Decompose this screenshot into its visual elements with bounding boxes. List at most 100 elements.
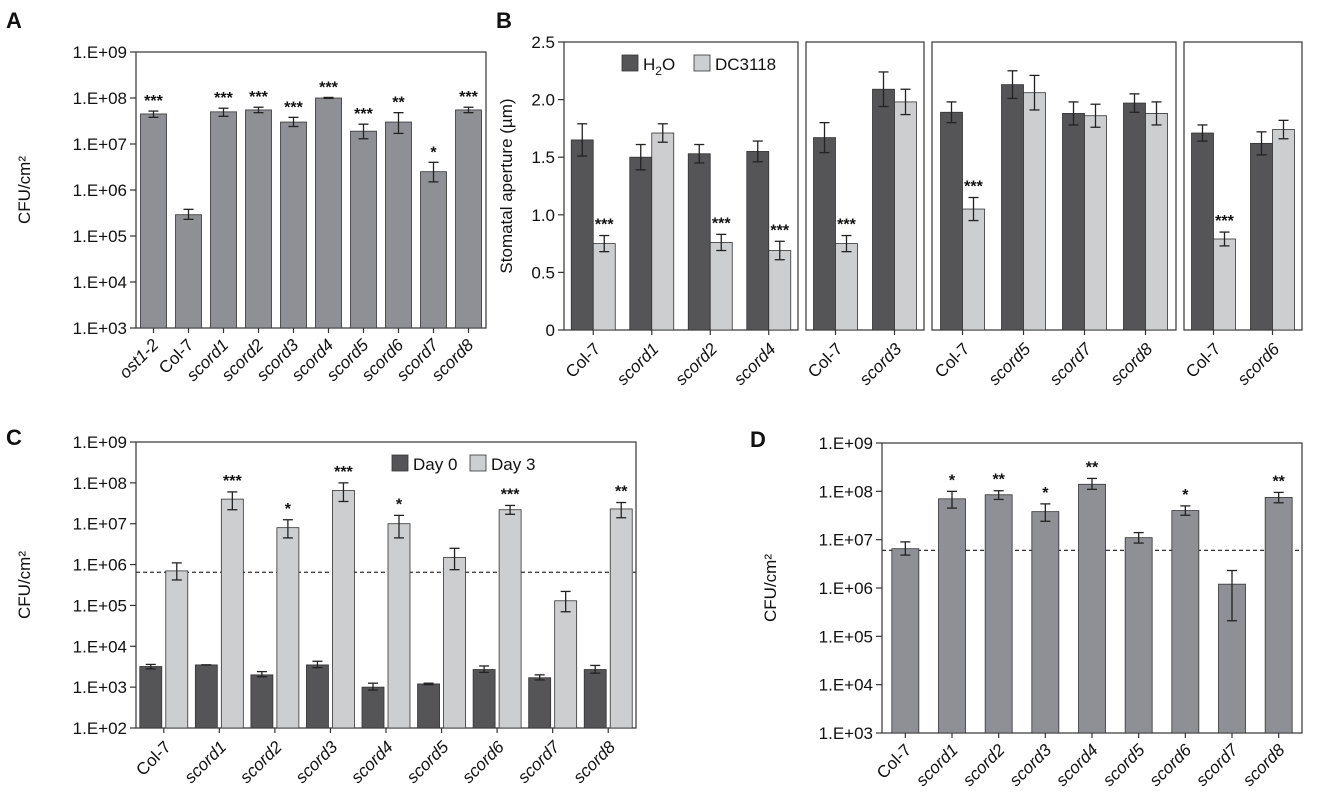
- bar-h2o: [1062, 113, 1085, 331]
- significance-mark: *: [396, 496, 403, 513]
- y-tick-label: 1.E+09: [819, 434, 873, 453]
- bar: [1264, 496, 1293, 734]
- y-axis-label: CFU/cm²: [15, 551, 34, 619]
- significance-mark: ***: [1215, 213, 1234, 230]
- category-label: scord8: [570, 737, 620, 787]
- significance-mark: ***: [334, 464, 353, 481]
- significance-mark: **: [392, 95, 405, 112]
- bar: [420, 171, 447, 329]
- bar-h2o: [813, 137, 836, 331]
- y-tick-label: 1.E+03: [73, 678, 127, 697]
- significance-mark: *: [949, 472, 956, 489]
- bar: [280, 121, 307, 329]
- legend-h: H: [643, 55, 655, 74]
- bar-h2o: [570, 139, 594, 331]
- bar-day0: [250, 674, 274, 729]
- category-label: scord2: [959, 740, 1009, 790]
- category-label: Col-7: [931, 339, 973, 381]
- y-tick-label: 2.0: [531, 91, 555, 110]
- y-tick-label: 1.E+09: [73, 43, 127, 62]
- bar: [210, 111, 237, 329]
- panel-label: A: [6, 8, 22, 33]
- significance-mark: ***: [595, 217, 614, 234]
- legend-label-h2o: H2O: [643, 55, 675, 78]
- bar-day3: [220, 498, 244, 729]
- bar: [385, 121, 412, 329]
- legend-subscript: 2: [655, 64, 662, 78]
- bar-day0: [306, 664, 329, 729]
- category-label: scord6: [1146, 740, 1196, 790]
- y-tick-label: 1.5: [531, 148, 555, 167]
- significance-mark: **: [615, 484, 628, 501]
- y-axis-label: Stomatal aperture (µm): [497, 98, 516, 273]
- y-tick-label: 1.E+04: [73, 637, 127, 656]
- panel-label: B: [496, 8, 512, 33]
- y-tick-label: 1.E+03: [819, 724, 873, 743]
- bar: [350, 130, 377, 329]
- significance-mark: **: [992, 472, 1005, 489]
- legend-label-day3: Day 3: [491, 455, 535, 474]
- bar-dc3118: [835, 243, 858, 331]
- y-tick-label: 1.E+08: [73, 474, 127, 493]
- significance-mark: *: [1182, 487, 1189, 504]
- bar-h2o: [1001, 84, 1024, 331]
- legend-label-dc3118: DC3118: [715, 55, 776, 74]
- category-label: Col-7: [804, 339, 846, 381]
- y-tick-label: 1.E+02: [73, 719, 127, 738]
- y-tick-label: 1.E+05: [73, 227, 127, 246]
- bar-day3: [498, 509, 522, 729]
- y-tick-label: 1.0: [531, 206, 555, 225]
- panel-a: A 1.E+03 1.E+04 1.E+05 1.E+06 1.E+07 1.E+08 1.E…: [6, 8, 487, 385]
- significance-mark: *: [430, 144, 437, 161]
- bar-dc3118: [1213, 238, 1236, 331]
- category-label: Col-7: [873, 740, 915, 782]
- significance-mark: ***: [501, 486, 520, 503]
- category-label: scord3: [1006, 740, 1056, 790]
- category-label: scord4: [347, 737, 397, 787]
- y-tick-label: 1.E+06: [73, 181, 127, 200]
- significance-mark: ***: [459, 89, 478, 106]
- bar-day0: [583, 669, 607, 729]
- category-label: scord3: [292, 737, 342, 787]
- category-label: scord7: [514, 737, 564, 787]
- bar-day3: [387, 523, 411, 729]
- bar-day3: [609, 508, 633, 729]
- category-label: scord4: [1052, 740, 1102, 790]
- category-label: scord4: [730, 339, 780, 389]
- category-label: Col-7: [562, 339, 604, 381]
- category-label: scord6: [1234, 339, 1284, 389]
- significance-mark: **: [1086, 459, 1099, 476]
- y-tick-label: 1.E+08: [73, 89, 127, 108]
- category-label: scord5: [985, 339, 1035, 389]
- bar-dc3118: [962, 208, 985, 331]
- bar-dc3118: [894, 101, 917, 331]
- legend-swatch-dc3118: [693, 54, 711, 72]
- bar-day0: [417, 683, 440, 729]
- bar: [891, 548, 920, 734]
- significance-mark: ***: [964, 179, 983, 196]
- bar-day3: [165, 570, 189, 729]
- bar-dc3118: [651, 132, 675, 331]
- legend-o: O: [662, 55, 675, 74]
- category-label: scord8: [1239, 740, 1289, 790]
- bar-h2o: [1123, 102, 1146, 331]
- y-tick-label: 0.5: [531, 263, 555, 282]
- bar-h2o: [940, 111, 963, 331]
- category-label: scord6: [458, 737, 508, 787]
- significance-mark: *: [285, 501, 292, 518]
- bar: [1078, 483, 1106, 734]
- bar: [455, 109, 482, 329]
- category-label: scord5: [403, 737, 453, 787]
- y-tick-label: 1.E+05: [819, 627, 873, 646]
- significance-mark: ***: [144, 93, 163, 110]
- bar-dc3118: [768, 250, 792, 331]
- category-label: scord3: [856, 339, 906, 389]
- bar: [938, 498, 966, 734]
- bar: [1031, 511, 1060, 734]
- bar-h2o: [687, 153, 711, 331]
- bar-day3: [332, 490, 355, 729]
- plot-frame: [805, 41, 925, 331]
- y-tick-label: 1.E+06: [73, 556, 127, 575]
- legend-swatch-day0: [391, 454, 409, 472]
- y-axis-label: CFU/cm²: [761, 554, 780, 622]
